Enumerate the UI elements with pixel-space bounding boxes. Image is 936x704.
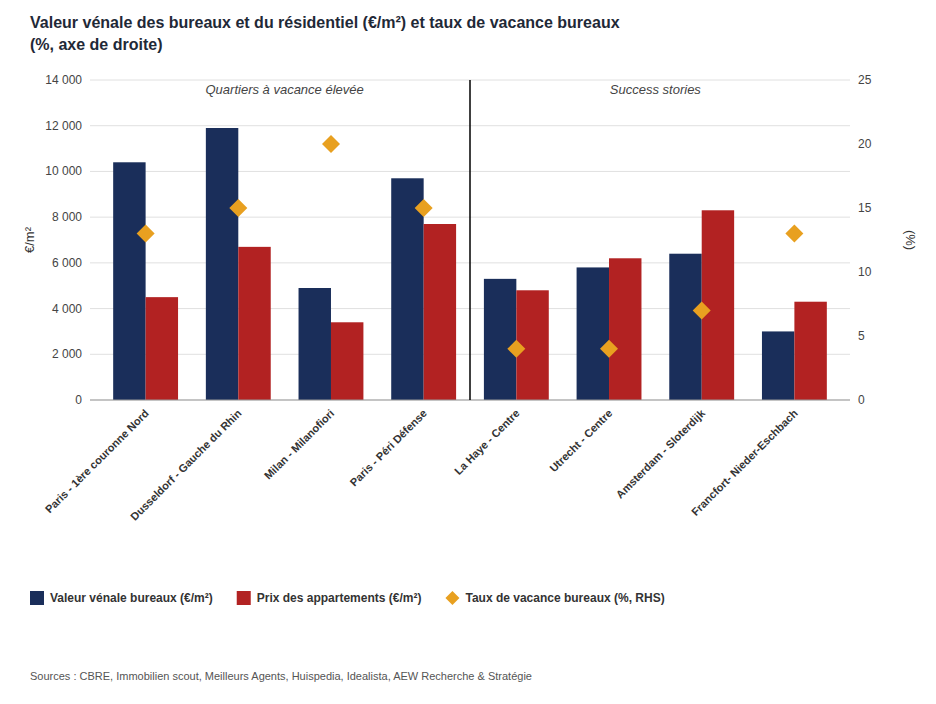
bar bbox=[794, 302, 826, 400]
background bbox=[0, 0, 936, 704]
y-tick-label: 0 bbox=[75, 393, 82, 407]
chart: Valeur vénale des bureaux et du résident… bbox=[0, 0, 936, 704]
bar bbox=[113, 162, 145, 400]
x-tick-label: La Haye - Centre bbox=[452, 407, 522, 477]
bar bbox=[762, 331, 794, 400]
marker bbox=[137, 225, 155, 243]
y-tick-label: 8 000 bbox=[52, 210, 82, 224]
x-tick-label: Utrecht - Centre bbox=[547, 407, 614, 474]
bar bbox=[577, 267, 609, 400]
x-tick-label: Milan - Milanofiori bbox=[262, 407, 337, 482]
bar bbox=[238, 247, 270, 400]
section-label: Quartiers à vacance élevée bbox=[206, 82, 364, 97]
bar bbox=[424, 224, 456, 400]
marker bbox=[415, 199, 433, 217]
x-tick-label: Dusseldorf - Gauche du Rhin bbox=[128, 407, 244, 523]
bar bbox=[206, 128, 238, 400]
y2-tick-label: 5 bbox=[858, 329, 865, 343]
legend-swatch bbox=[237, 591, 251, 605]
legend-swatch bbox=[445, 591, 459, 605]
y2-tick-label: 0 bbox=[858, 393, 865, 407]
marker bbox=[322, 135, 340, 153]
y2-tick-label: 20 bbox=[858, 137, 872, 151]
y2-tick-label: 15 bbox=[858, 201, 872, 215]
bar bbox=[146, 297, 178, 400]
bar bbox=[484, 279, 516, 400]
y-tick-label: 12 000 bbox=[45, 119, 82, 133]
legend-label: Valeur vénale bureaux (€/m²) bbox=[50, 591, 213, 605]
y-tick-label: 10 000 bbox=[45, 164, 82, 178]
legend-label: Taux de vacance bureaux (%, RHS) bbox=[465, 591, 664, 605]
title: Valeur vénale des bureaux et du résident… bbox=[30, 14, 620, 31]
legend: Valeur vénale bureaux (€/m²) Prix des app… bbox=[30, 591, 665, 605]
legend-swatch bbox=[30, 591, 44, 605]
y-tick-label: 6 000 bbox=[52, 256, 82, 270]
marker bbox=[229, 199, 247, 217]
x-tick-label: Francfort- Nieder-Eschbach bbox=[689, 407, 800, 518]
section-label: Success stories bbox=[610, 82, 702, 97]
bar bbox=[609, 258, 641, 400]
marker bbox=[785, 225, 803, 243]
x-tick-label: Amsterdam - Sloterdijk bbox=[613, 406, 707, 500]
y-tick-label: 4 000 bbox=[52, 302, 82, 316]
y2-axis-label: (%) bbox=[903, 230, 918, 250]
y-axis-label: €/m² bbox=[22, 226, 37, 253]
subtitle: (%, axe de droite) bbox=[30, 36, 162, 53]
bar bbox=[702, 210, 734, 400]
marker bbox=[507, 340, 525, 358]
bar bbox=[331, 322, 363, 400]
y-tick-label: 14 000 bbox=[45, 73, 82, 87]
legend-label: Prix des appartements (€/m²) bbox=[257, 591, 422, 605]
y2-tick-label: 25 bbox=[858, 73, 872, 87]
source: Sources : CBRE, Immobilien scout, Meille… bbox=[30, 670, 532, 682]
marker bbox=[600, 340, 618, 358]
x-tick-label: Paris - 1ère couronne Nord bbox=[43, 407, 151, 515]
section-divider bbox=[469, 80, 471, 400]
x-tick-label: Paris - Péri Défense bbox=[348, 407, 430, 489]
marker bbox=[693, 301, 711, 319]
bar bbox=[299, 288, 331, 400]
y-tick-label: 2 000 bbox=[52, 347, 82, 361]
bar bbox=[669, 254, 701, 400]
y2-tick-label: 10 bbox=[858, 265, 872, 279]
